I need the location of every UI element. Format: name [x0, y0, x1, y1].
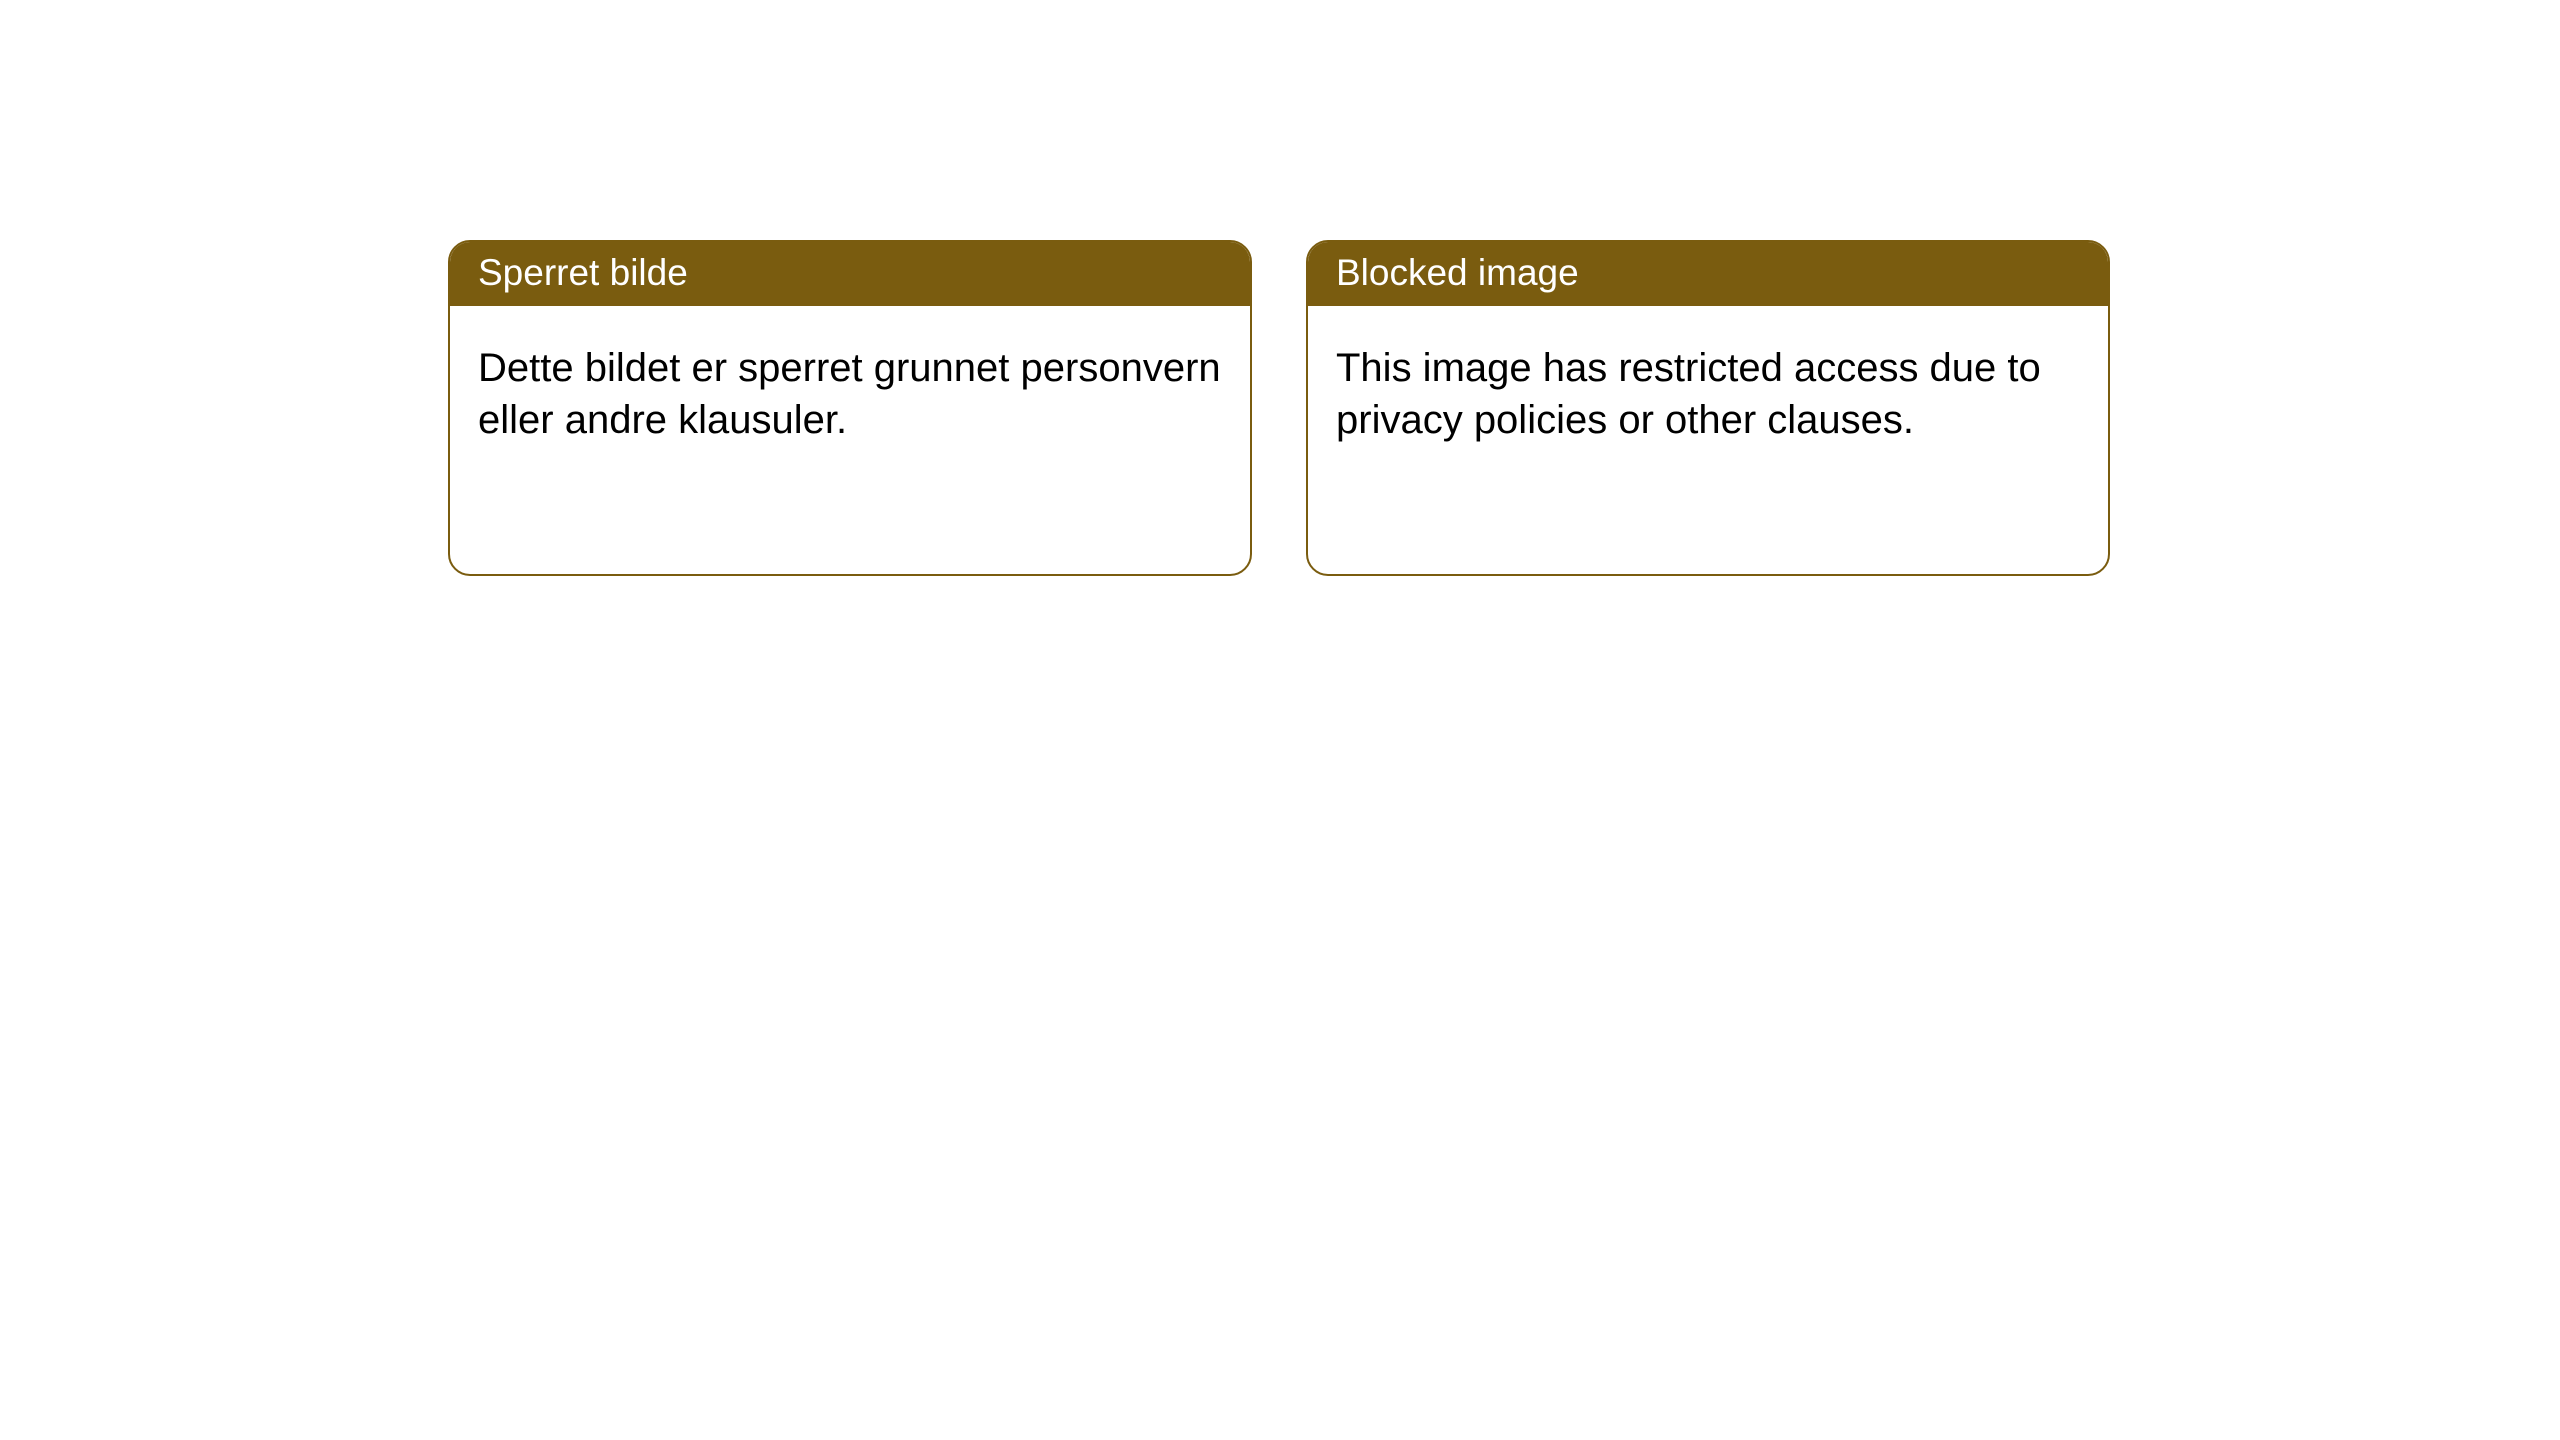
card-header: Blocked image — [1308, 242, 2108, 306]
blocked-image-card-english: Blocked image This image has restricted … — [1306, 240, 2110, 576]
blocked-image-card-norwegian: Sperret bilde Dette bildet er sperret gr… — [448, 240, 1252, 576]
card-body: Dette bildet er sperret grunnet personve… — [450, 306, 1250, 474]
card-body-text: Dette bildet er sperret grunnet personve… — [478, 346, 1221, 442]
card-body: This image has restricted access due to … — [1308, 306, 2108, 474]
card-title: Blocked image — [1336, 252, 1579, 293]
notice-cards-row: Sperret bilde Dette bildet er sperret gr… — [0, 0, 2560, 576]
card-body-text: This image has restricted access due to … — [1336, 346, 2041, 442]
card-header: Sperret bilde — [450, 242, 1250, 306]
card-title: Sperret bilde — [478, 252, 688, 293]
